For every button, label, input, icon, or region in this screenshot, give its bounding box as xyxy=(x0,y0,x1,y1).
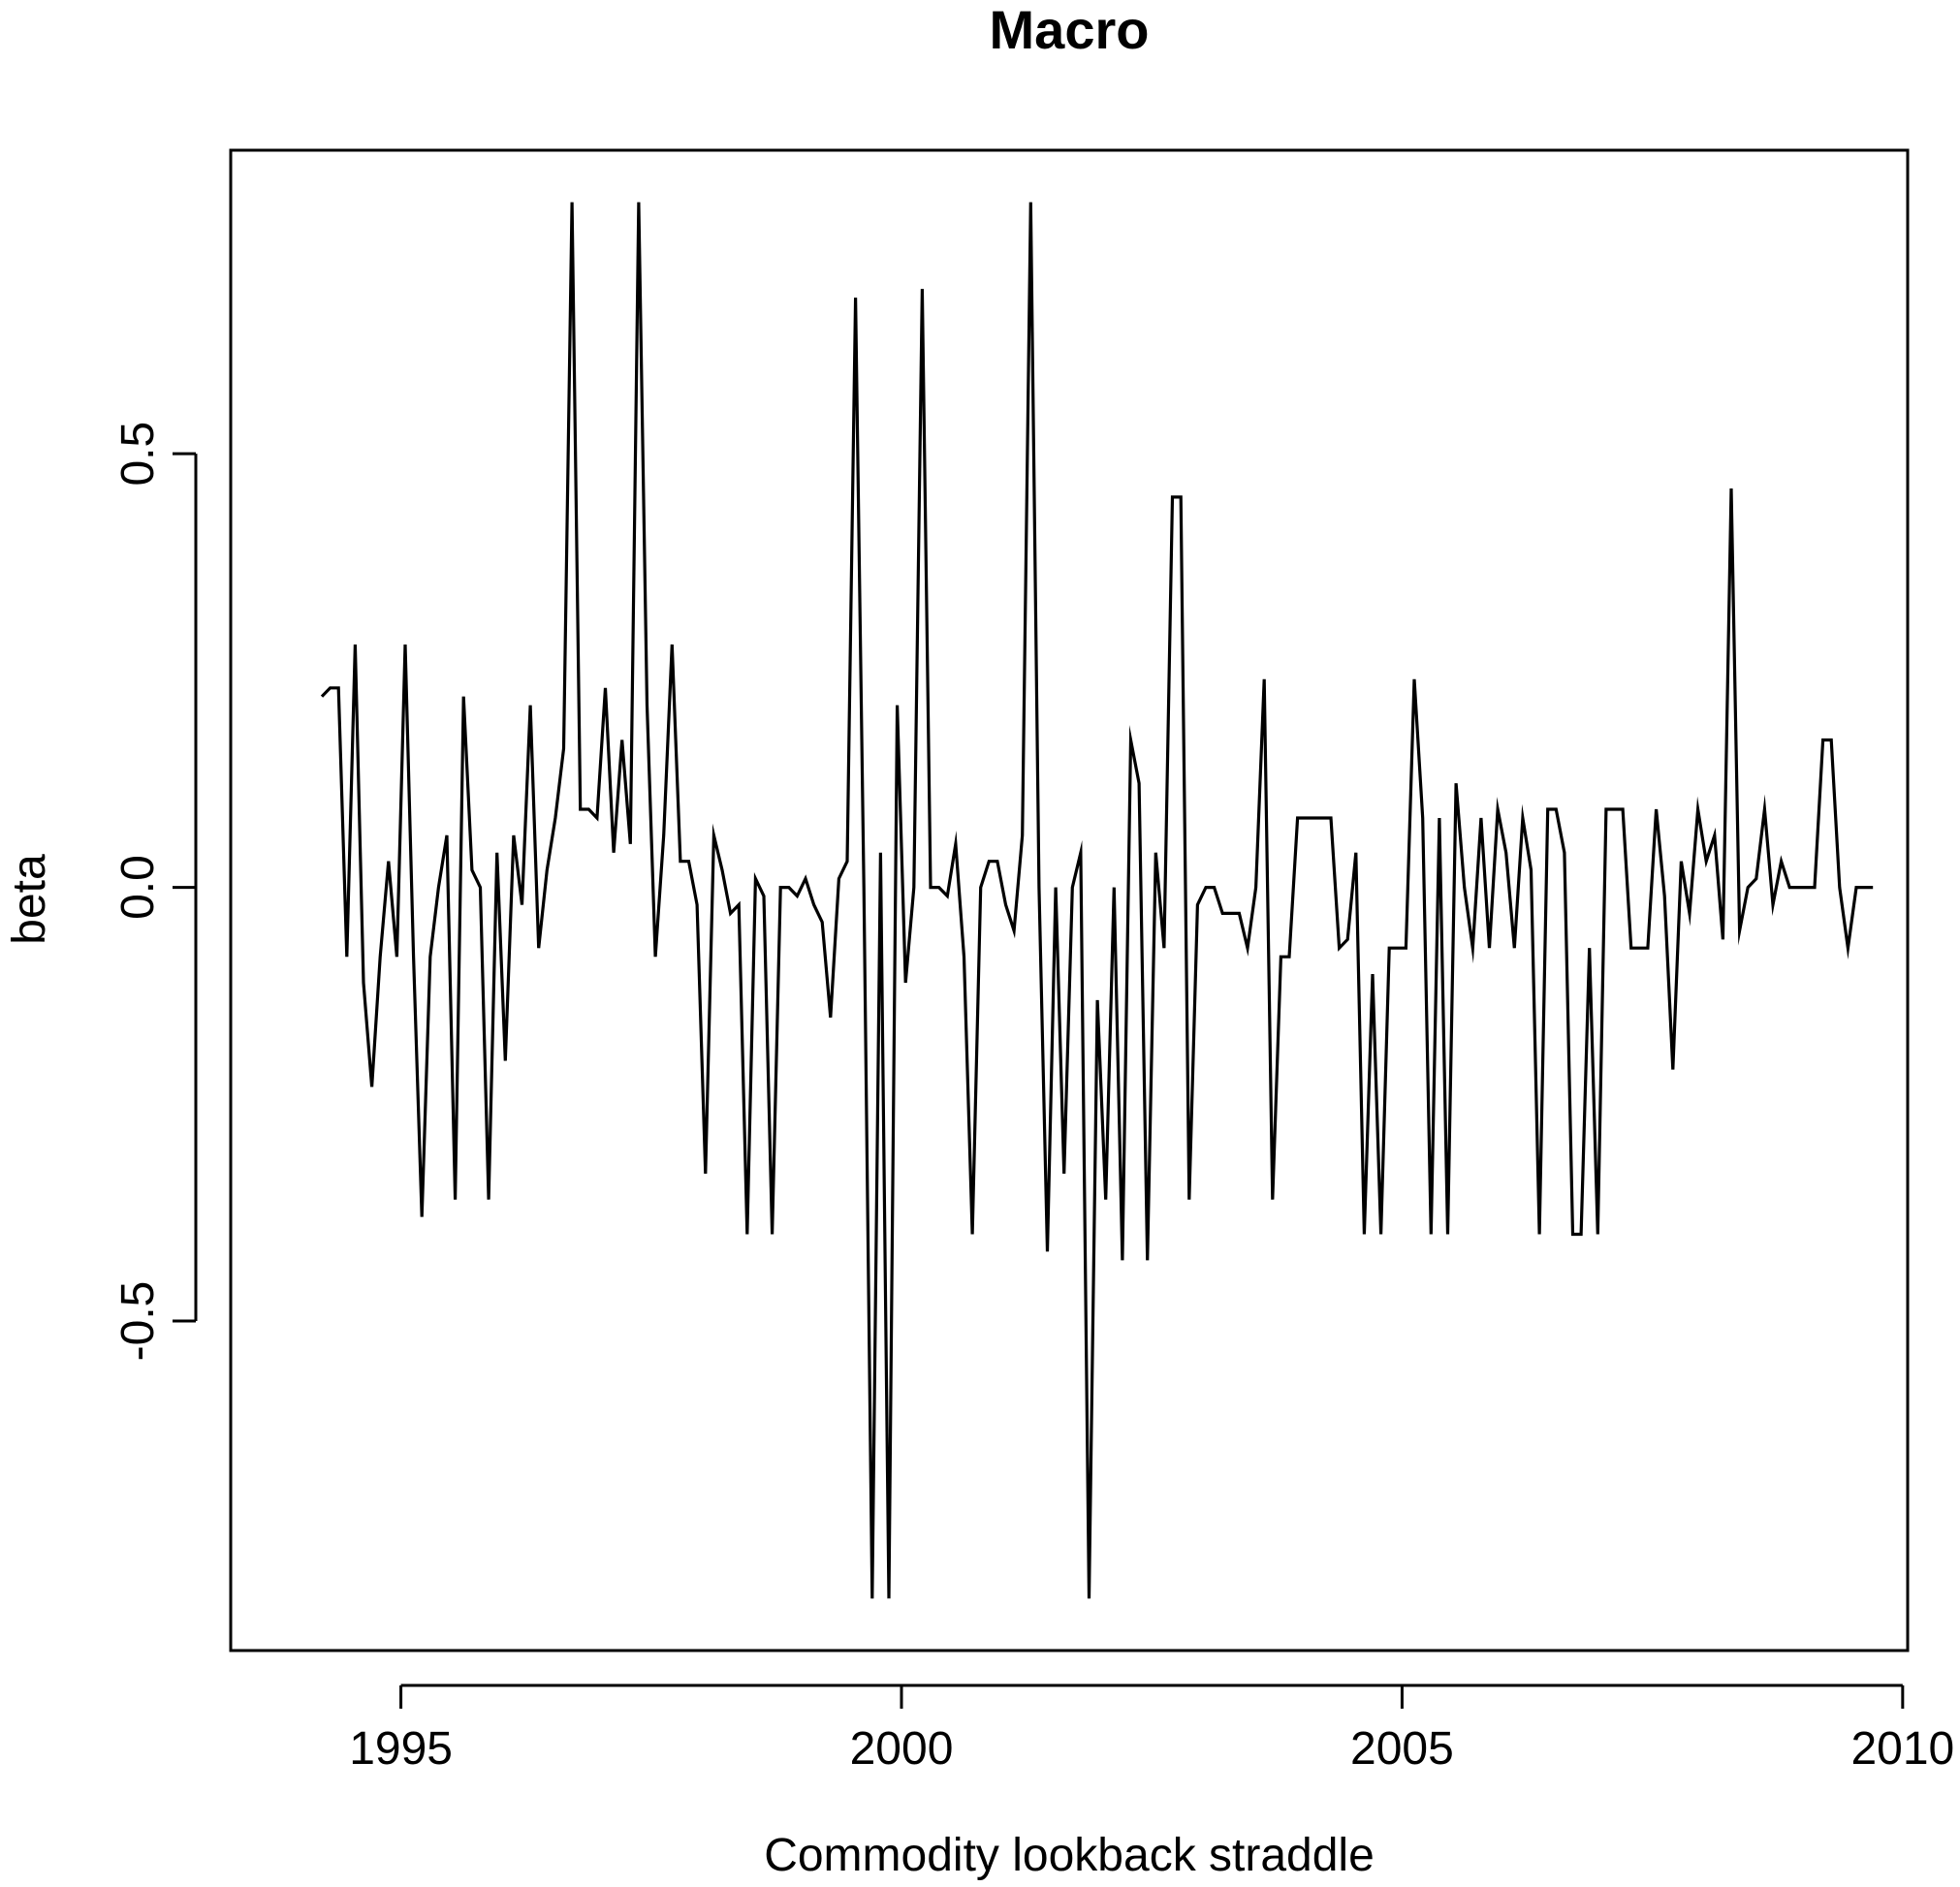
x-tick-label: 1995 xyxy=(349,1723,453,1775)
x-tick-label: 2005 xyxy=(1350,1723,1454,1775)
y-tick-label: -0.5 xyxy=(112,1281,164,1362)
series-layer xyxy=(320,202,1874,1599)
x-tick-label: 2000 xyxy=(850,1723,954,1775)
y-axis: -0.5 0.0 0.5 xyxy=(112,422,198,1362)
x-axis: 1995 2000 2005 2010 xyxy=(349,1683,1954,1775)
chart-title: Macro xyxy=(990,0,1150,60)
y-tick-label: 0.5 xyxy=(112,422,164,487)
y-tick-label: 0.0 xyxy=(112,855,164,920)
series-line xyxy=(320,202,1874,1599)
x-axis-label: Commodity lookback straddle xyxy=(764,1830,1375,1881)
y-axis-label: beta xyxy=(4,854,55,945)
x-tick-label: 2010 xyxy=(1850,1723,1954,1775)
plot-frame xyxy=(229,148,1910,1652)
